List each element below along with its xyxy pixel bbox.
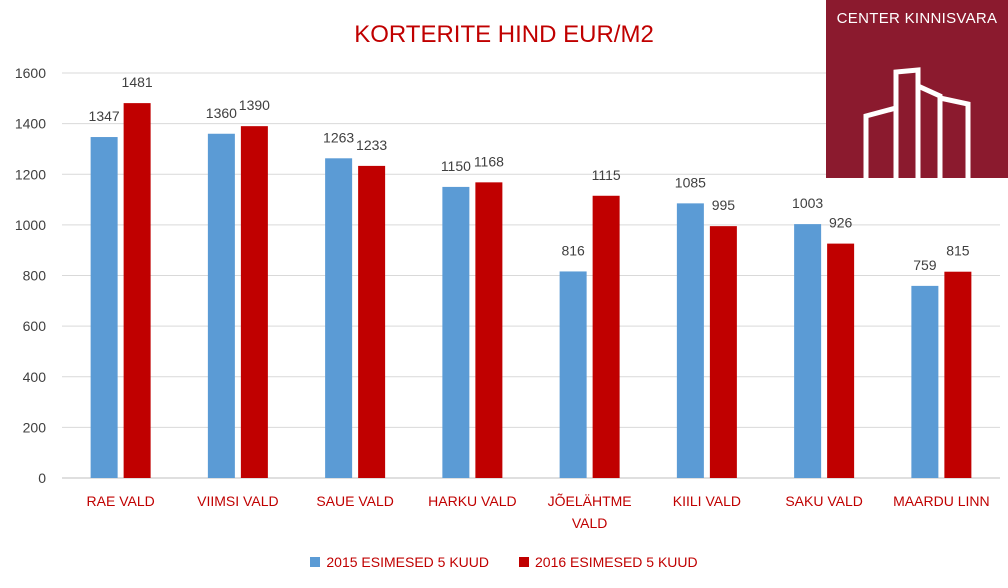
x-tick-label: RAE VALD (87, 493, 155, 509)
data-label: 1150 (441, 158, 471, 174)
legend-swatch (310, 557, 321, 567)
y-tick-label: 1600 (15, 65, 46, 81)
data-label: 926 (829, 215, 853, 231)
bars (90, 103, 972, 478)
x-tick-label: VALD (572, 515, 608, 531)
bar-2016 (358, 165, 386, 478)
data-label: 816 (561, 242, 585, 258)
legend-swatch (519, 557, 529, 567)
data-label: 1115 (592, 167, 621, 183)
bar-2016 (240, 126, 268, 478)
y-tick-label: 1400 (15, 116, 46, 132)
bar-2015 (90, 137, 118, 478)
bar-2016 (709, 226, 737, 478)
x-tick-label: JÕELÄHTME (548, 493, 632, 509)
x-tick-label: KIILI VALD (673, 493, 741, 509)
y-axis: 0 200 400 600 800 1000 1200 1400 1600 (15, 65, 46, 486)
y-tick-label: 600 (23, 318, 47, 334)
y-tick-label: 200 (23, 419, 47, 435)
legend-item: 2015 ESIMESED 5 KUUD (310, 554, 489, 570)
x-tick-label: SAUE VALD (316, 493, 394, 509)
data-label: 1347 (89, 108, 120, 124)
bar-2016 (944, 271, 972, 478)
data-labels: 1347 1481 1360 1390 1263 1233 1150 1168 816 1115 1… (89, 74, 970, 273)
chart-title: KORTERITE HIND EUR/M2 (354, 21, 654, 48)
y-tick-label: 400 (23, 369, 47, 385)
bar-2015 (559, 271, 587, 478)
x-tick-label: HARKU VALD (428, 493, 516, 509)
data-label: 1390 (239, 97, 270, 113)
data-label: 1360 (206, 105, 237, 121)
y-tick-label: 0 (38, 470, 46, 486)
company-logo: CENTER KINNISVARA (826, 0, 1008, 178)
buildings-icon (863, 67, 971, 178)
y-tick-label: 800 (23, 268, 47, 284)
data-label: 1168 (474, 153, 504, 169)
bar-2015 (794, 224, 822, 478)
data-label: 1085 (675, 174, 706, 190)
bar-2015 (207, 133, 235, 478)
data-label: 1263 (323, 129, 354, 145)
logo-text: CENTER KINNISVARA (836, 10, 998, 27)
bar-2015 (325, 158, 353, 478)
bar-2016 (592, 195, 620, 478)
legend-label: 2016 ESIMESED 5 KUUD (535, 554, 698, 570)
x-tick-label: VIIMSI VALD (197, 493, 278, 509)
data-label: 815 (946, 243, 970, 259)
x-tick-label: MAARDU LINN (893, 493, 989, 509)
data-label: 1481 (122, 74, 153, 90)
x-axis: RAE VALD VIIMSI VALD SAUE VALD HARKU VALD JÕ… (87, 493, 990, 531)
bar-2015 (911, 285, 939, 478)
data-label: 1233 (356, 137, 387, 153)
legend-item: 2016 ESIMESED 5 KUUD (519, 554, 698, 570)
y-tick-label: 1000 (15, 217, 46, 233)
x-tick-label: SAKU VALD (785, 493, 863, 509)
bar-2016 (827, 243, 855, 478)
bar-2016 (475, 182, 503, 478)
legend: 2015 ESIMESED 5 KUUD 2016 ESIMESED 5 KUUD (0, 554, 1008, 570)
data-label: 1003 (792, 195, 823, 211)
legend-label: 2015 ESIMESED 5 KUUD (326, 554, 489, 570)
y-tick-label: 1200 (15, 166, 46, 182)
bar-2015 (676, 203, 704, 478)
bar-2015 (442, 186, 470, 478)
data-label: 995 (712, 197, 736, 213)
bar-2016 (123, 103, 151, 478)
data-label: 759 (913, 257, 937, 273)
